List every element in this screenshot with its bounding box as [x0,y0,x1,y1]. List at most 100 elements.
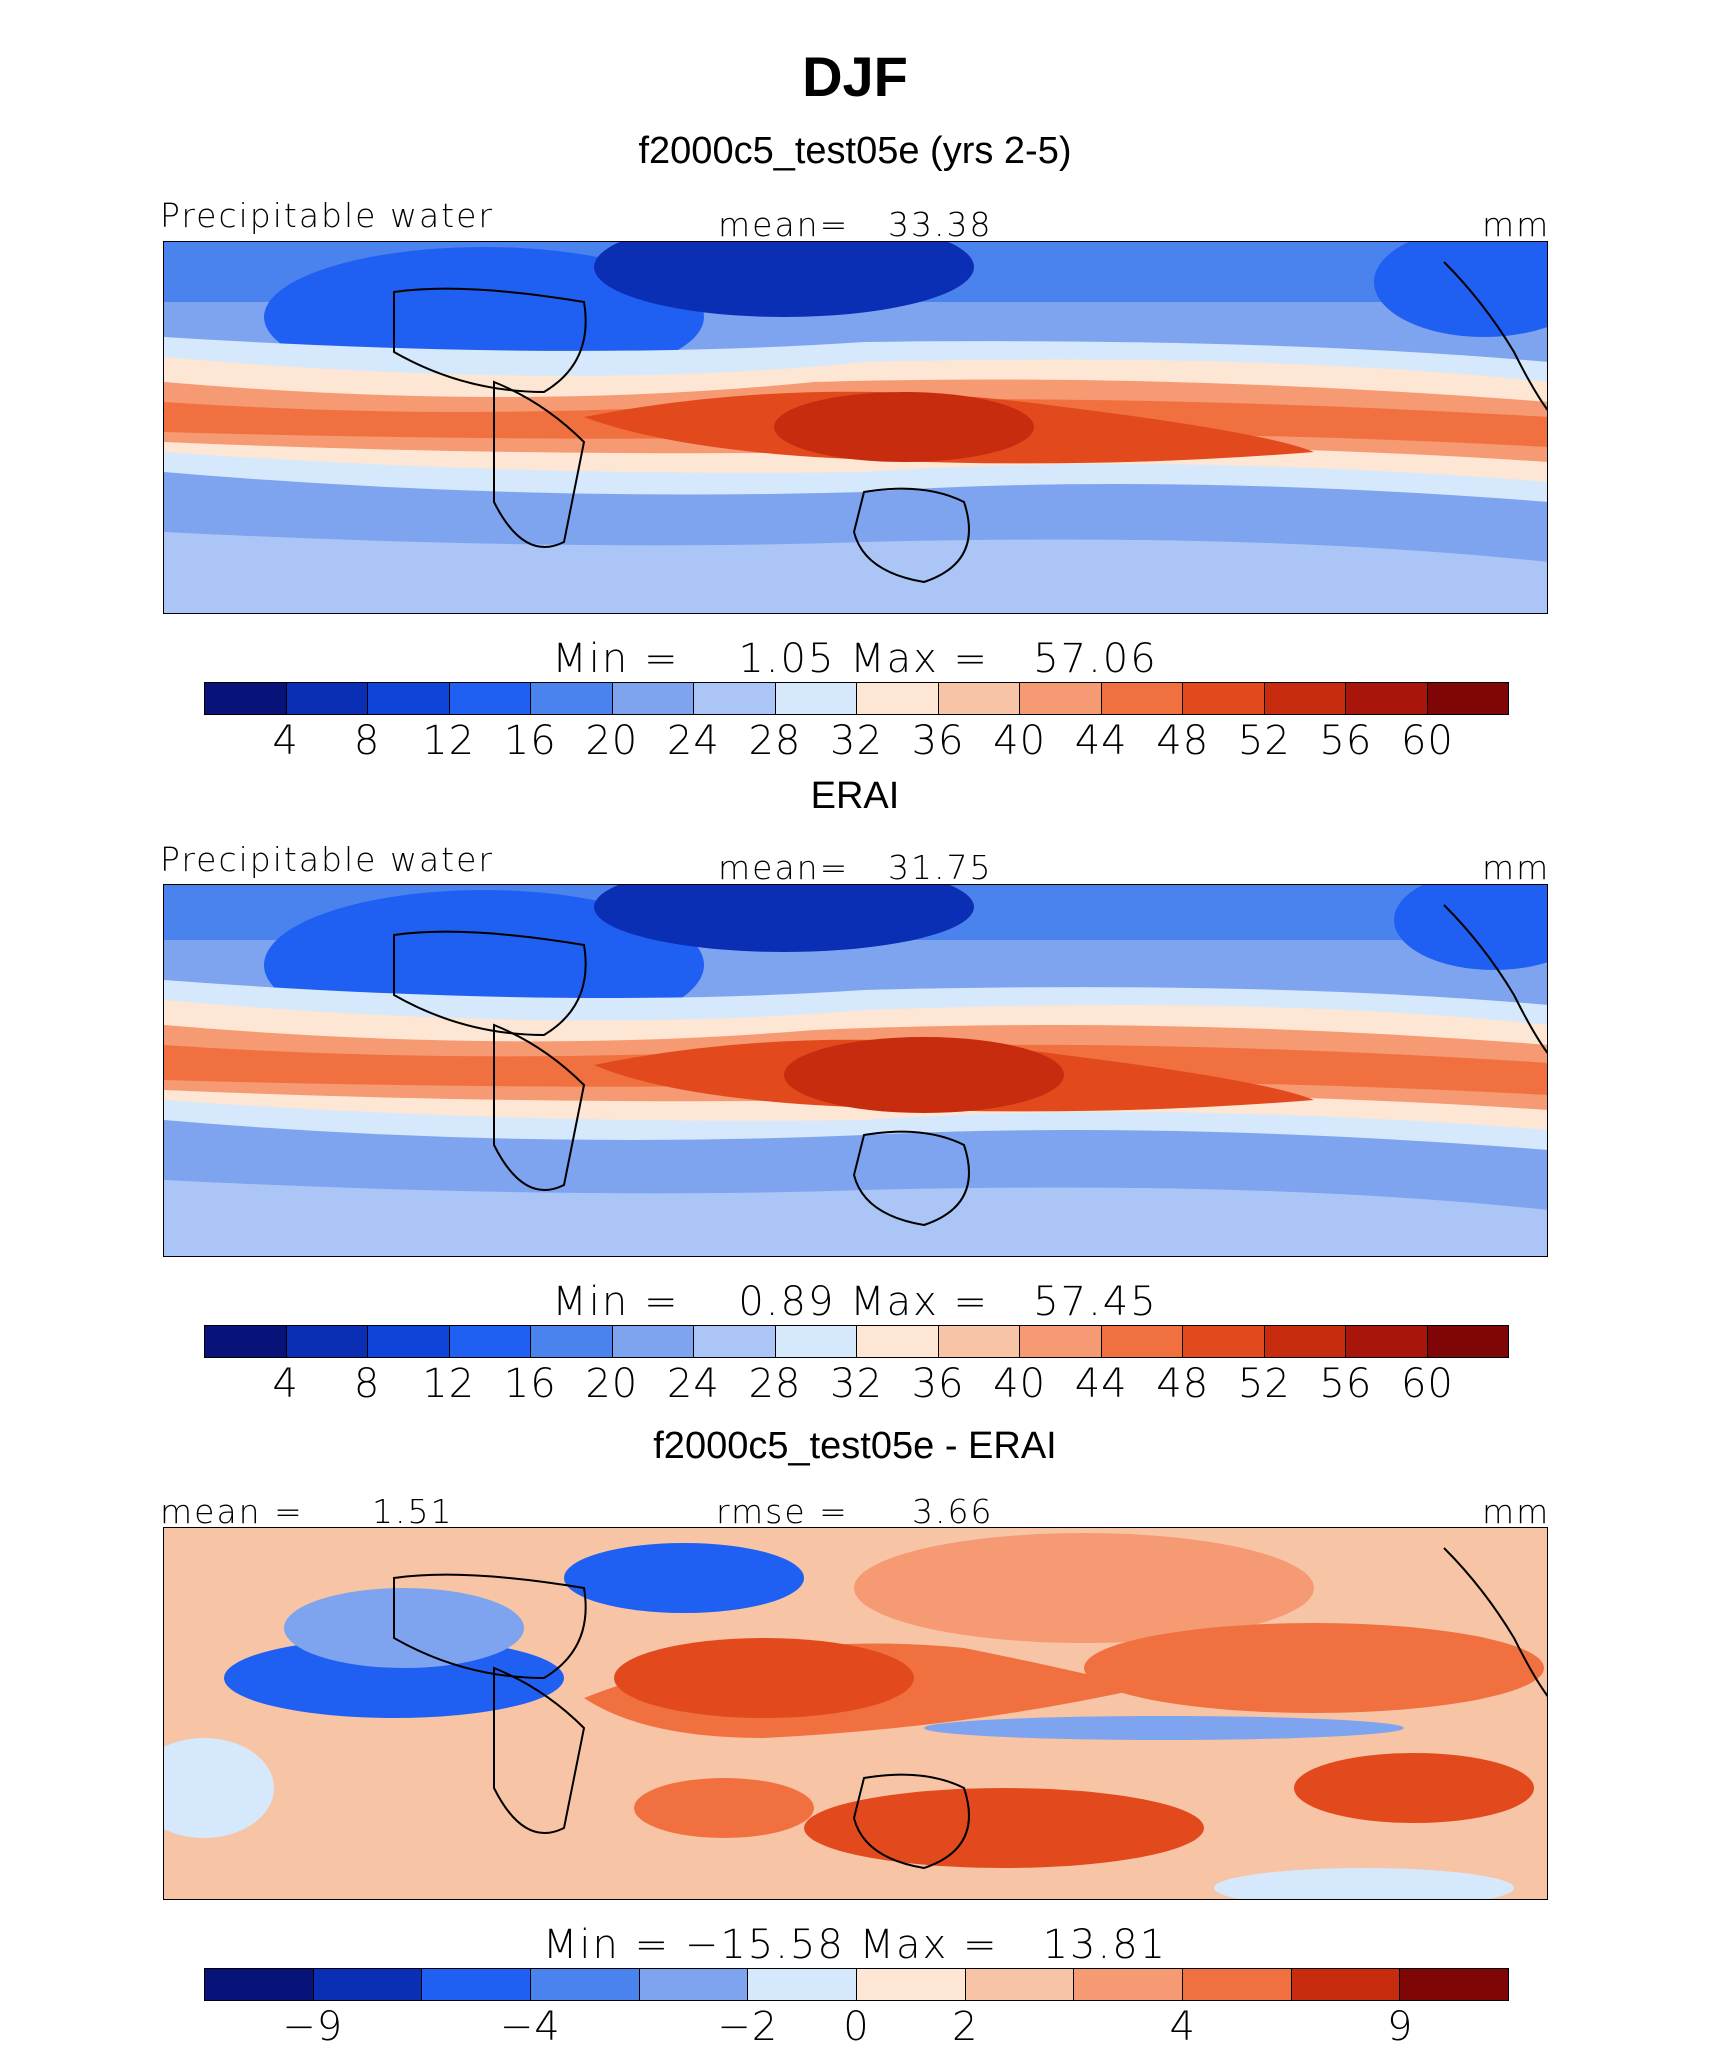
panel3-rmse-label: rmse = [716,1492,849,1531]
colorbar-tick-label: 4 [272,1361,299,1407]
colorbar-tick-label: 36 [911,718,965,764]
colorbar-tick-label: 24 [666,1361,720,1407]
panel3-rmse-value: 3.66 [912,1492,994,1531]
colorbar-swatch [1427,1326,1508,1357]
colorbar-swatch [694,1326,776,1357]
colorbar-swatch [286,683,368,714]
colorbar-tick-label: 16 [503,1361,557,1407]
colorbar-swatch [1346,683,1428,714]
colorbar-swatch [1074,1969,1184,2000]
colorbar-swatch [368,1326,450,1357]
colorbar-swatch [694,683,776,714]
colorbar-swatch [531,1969,640,2000]
colorbar-tick-label: 12 [422,718,476,764]
colorbar-tick-label: 48 [1156,718,1210,764]
colorbar-tick-label: 60 [1400,718,1454,764]
colorbar-tick-label: 12 [422,1361,476,1407]
colorbar-swatch [1183,1326,1265,1357]
colorbar-swatch [1101,683,1183,714]
panel1-mean-label: mean= [718,205,850,244]
colorbar-tick-label: 44 [1074,718,1128,764]
colorbar-tick-label: 56 [1319,1361,1373,1407]
panel2-minmax: Min = 0.89 Max = 57.45 [552,1279,1158,1325]
colorbar-tick-label: 24 [666,718,720,764]
panel2-subtitle: ERAI [810,775,900,817]
panel1-colorbar [204,682,1509,715]
colorbar-tick-label: 4 [272,718,299,764]
colorbar-swatch [1291,1969,1401,2000]
colorbar-tick-label: −2 [717,2004,779,2050]
colorbar-tick-label: 8 [353,718,381,764]
colorbar-tick-label: 28 [748,1361,802,1407]
panel3-map [163,1527,1548,1900]
colorbar-tick-label: −4 [499,2004,561,2050]
colorbar-swatch [1427,683,1508,714]
colorbar-tick-label: 40 [993,1361,1047,1407]
colorbar-swatch [938,1326,1020,1357]
panel2-mean-label: mean= [718,848,850,887]
colorbar-tick-label: 20 [585,1361,639,1407]
panel3-mean-value: 1.51 [372,1492,454,1531]
panel2-colorbar [204,1325,1509,1358]
colorbar-tick-label: 2 [952,2004,979,2050]
colorbar-swatch [612,683,694,714]
colorbar-swatch [938,683,1020,714]
colorbar-tick-label: 32 [830,1361,883,1407]
panel3-subtitle: f2000c5_test05e - ERAI [653,1425,1057,1467]
colorbar-swatch [1020,1326,1102,1357]
colorbar-tick-label: −9 [282,2004,344,2050]
colorbar-tick-label: 48 [1156,1361,1210,1407]
panel3-units: mm [1482,1492,1551,1531]
colorbar-swatch [449,683,531,714]
colorbar-swatch [313,1969,423,2000]
panel1-mean-value: 33.38 [888,205,993,244]
colorbar-swatch [612,1326,694,1357]
colorbar-swatch [857,683,939,714]
colorbar-tick-label: 36 [911,1361,965,1407]
colorbar-swatch [1400,1969,1509,2000]
panel3-minmax: Min = −15.58 Max = 13.81 [542,1922,1168,1968]
colorbar-swatch [531,683,613,714]
colorbar-tick-label: 28 [748,718,802,764]
colorbar-tick-label: 8 [353,1361,381,1407]
colorbar-swatch [286,1326,368,1357]
colorbar-swatch [205,683,287,714]
colorbar-swatch [748,1969,858,2000]
colorbar-tick-label: 40 [993,718,1047,764]
panel1-variable-label: Precipitable water [160,196,494,235]
panel1-units: mm [1482,205,1551,244]
panel2-units: mm [1482,848,1551,887]
colorbar-tick-label: 44 [1074,1361,1128,1407]
panel2-variable-label: Precipitable water [160,840,494,879]
colorbar-tick-label: 4 [1169,2004,1196,2050]
colorbar-swatch [1101,1326,1183,1357]
colorbar-swatch [422,1969,532,2000]
colorbar-swatch [1183,683,1265,714]
colorbar-swatch [449,1326,531,1357]
colorbar-swatch [1264,1326,1346,1357]
figure-title: DJF [802,45,908,108]
colorbar-swatch [857,1326,939,1357]
colorbar-swatch [368,683,450,714]
colorbar-tick-label: 16 [503,718,557,764]
colorbar-swatch [639,1969,749,2000]
colorbar-swatch [1264,683,1346,714]
panel1-minmax: Min = 1.05 Max = 57.06 [552,636,1158,682]
panel3-mean-label: mean = [160,1492,304,1531]
colorbar-swatch [531,1326,613,1357]
panel1-subtitle: f2000c5_test05e (yrs 2-5) [638,130,1072,172]
colorbar-swatch [1020,683,1102,714]
panel1-map [163,241,1548,614]
colorbar-swatch [1346,1326,1428,1357]
colorbar-swatch [857,1969,966,2000]
colorbar-tick-label: 0 [843,2004,870,2050]
colorbar-tick-label: 60 [1400,1361,1454,1407]
panel3-colorbar [204,1968,1509,2001]
colorbar-tick-label: 20 [585,718,639,764]
colorbar-swatch [775,1326,857,1357]
colorbar-swatch [1183,1969,1292,2000]
panel2-map [163,884,1548,1257]
colorbar-swatch [775,683,857,714]
colorbar-tick-label: 9 [1387,2004,1414,2050]
colorbar-swatch [965,1969,1075,2000]
